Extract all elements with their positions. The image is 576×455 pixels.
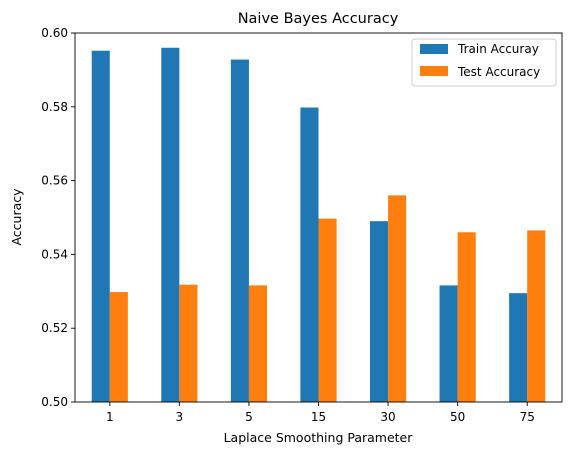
y-tick-label: 0.50 — [41, 395, 68, 409]
x-tick-label: 1 — [106, 410, 114, 424]
y-tick-label: 0.54 — [41, 247, 68, 261]
x-tick-label: 75 — [520, 410, 535, 424]
test-bar-1 — [109, 292, 128, 402]
y-axis-label: Accuracy — [9, 188, 24, 246]
x-tick-label: 15 — [311, 410, 326, 424]
train-bar-15 — [300, 107, 319, 402]
test-bar-5 — [248, 285, 268, 402]
train-bar-3 — [161, 47, 180, 402]
y-tick-label: 0.60 — [41, 26, 68, 40]
x-tick-label: 3 — [176, 410, 184, 424]
y-tick-label: 0.52 — [41, 321, 68, 335]
train-bar-75 — [509, 293, 528, 402]
test-bar-50 — [457, 232, 476, 402]
bars-group — [91, 47, 546, 403]
x-tick-label: 5 — [245, 410, 253, 424]
chart-title: Naive Bayes Accuracy — [238, 11, 399, 27]
legend-swatch-test — [420, 66, 448, 76]
y-axis-ticks: 0.50 0.52 0.54 0.56 0.58 0.60 — [41, 26, 75, 409]
y-tick-label: 0.58 — [41, 100, 68, 114]
test-bar-15 — [318, 218, 337, 402]
test-bar-75 — [527, 230, 546, 402]
legend-label-test: Test Accuracy — [457, 65, 540, 79]
x-tick-label: 50 — [450, 410, 465, 424]
legend-label-train: Train Accuray — [457, 42, 539, 56]
x-tick-label: 30 — [380, 410, 395, 424]
x-axis-ticks: 1 3 5 15 30 50 75 — [106, 402, 535, 424]
legend-swatch-train — [420, 44, 448, 54]
legend: Train Accuray Test Accuracy — [411, 38, 557, 87]
test-bar-30 — [388, 195, 407, 402]
train-bar-5 — [230, 59, 249, 402]
train-bar-30 — [369, 221, 389, 402]
train-bar-1 — [91, 50, 110, 403]
x-axis-label: Laplace Smoothing Parameter — [224, 430, 414, 445]
train-bar-50 — [439, 285, 458, 402]
y-tick-label: 0.56 — [41, 174, 68, 188]
test-bar-3 — [179, 284, 198, 402]
